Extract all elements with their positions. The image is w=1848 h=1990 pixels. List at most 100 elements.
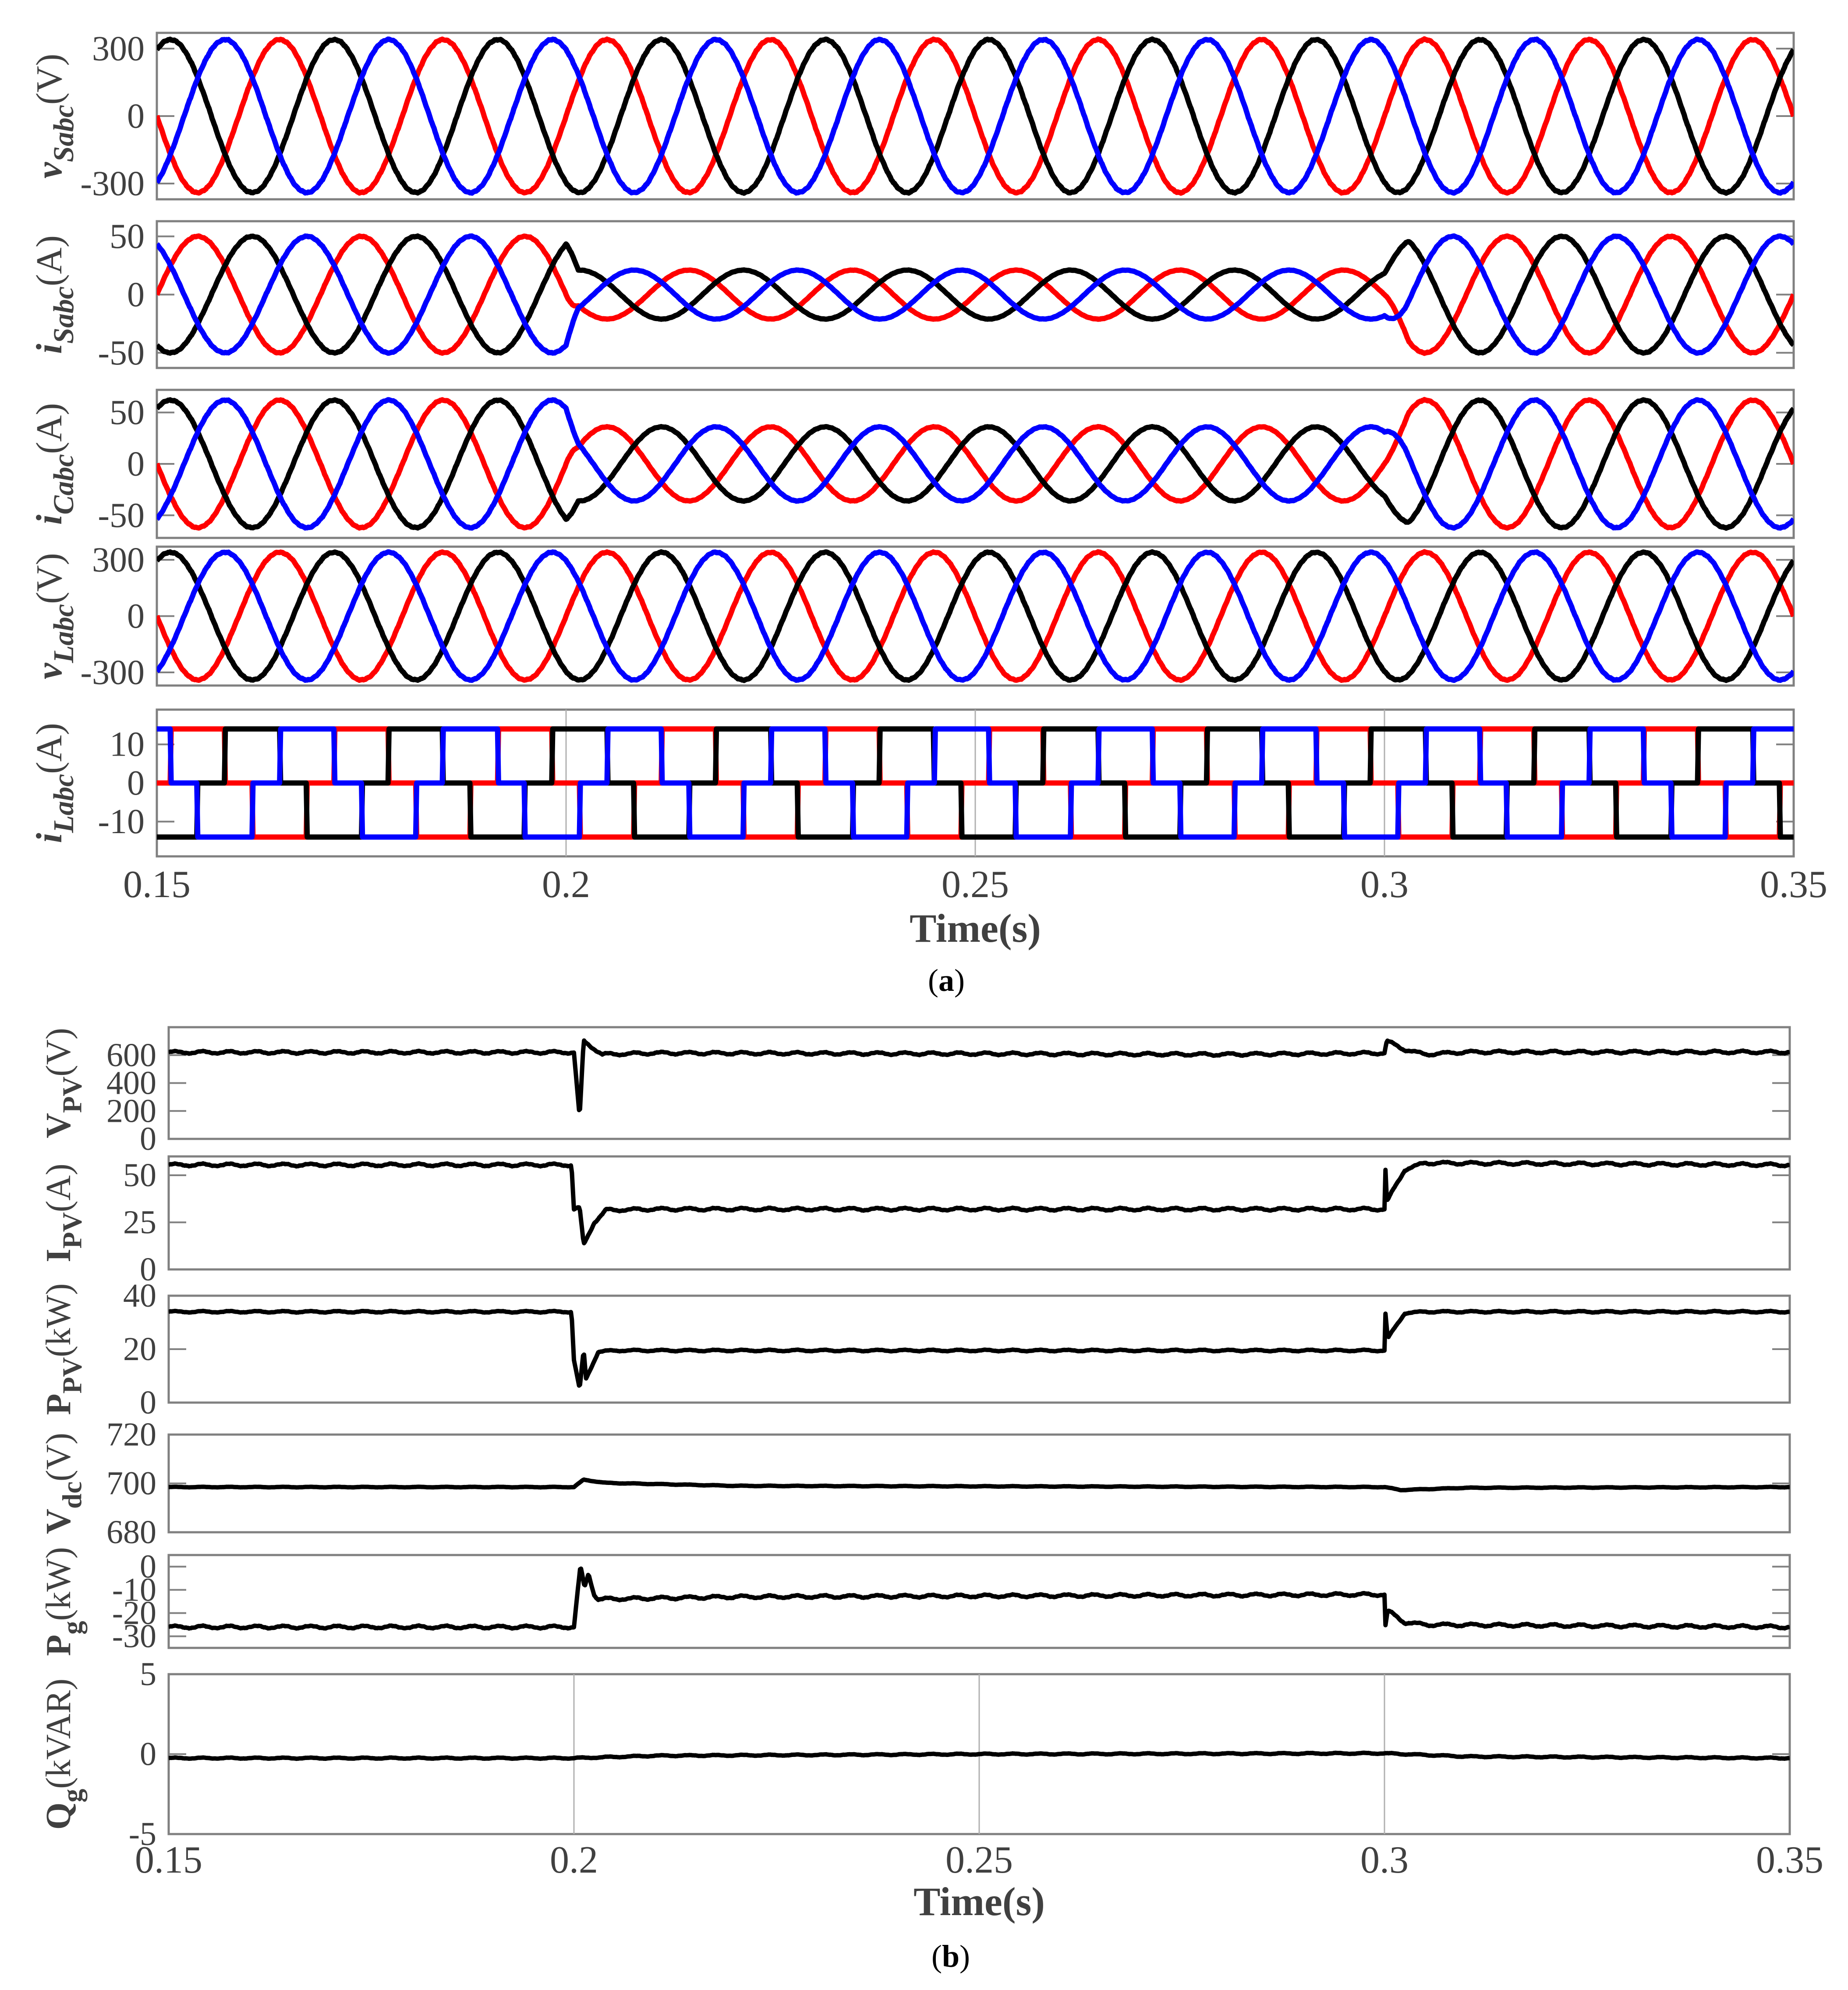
y-tick-label: -5	[129, 1816, 156, 1852]
y-tick-label: 0	[127, 764, 145, 802]
series-phase-c	[157, 726, 1794, 840]
y-tick-label: 0	[127, 597, 145, 636]
series-q-g	[169, 1750, 1790, 1761]
series-p-pv	[169, 1308, 1790, 1388]
series-v-dc	[169, 1477, 1790, 1492]
y-axis-label: PPV(kW)	[39, 1283, 88, 1415]
y-tick-label: -10	[98, 802, 145, 841]
series-i-pv	[169, 1159, 1790, 1246]
series-phase-a	[157, 726, 1794, 840]
y-axis-label: Vdc(V)	[39, 1433, 88, 1534]
part-b-x-axis: 0.15 0.2 0.25 0.3 0.35 Time(s) (b)	[135, 1839, 1823, 1974]
series-phase-b	[157, 549, 1794, 683]
y-axis-label: Pg(kW)	[39, 1547, 88, 1656]
series-phase-b	[157, 397, 1794, 531]
y-tick-label: -300	[80, 164, 145, 203]
part-b-xtick: 0.3	[1360, 1839, 1409, 1881]
y-tick-label: -10	[112, 1572, 156, 1608]
y-tick-label: 400	[106, 1065, 156, 1102]
y-tick-label: 50	[110, 217, 145, 256]
part-b-xtick: 0.2	[550, 1839, 598, 1881]
axes-box	[167, 1155, 1791, 1271]
axes-box	[167, 1026, 1791, 1140]
series-phase-a	[157, 549, 1794, 683]
y-tick-label: 200	[106, 1092, 156, 1129]
axes-box	[167, 1554, 1791, 1649]
subplot-Vdc: 720 700 680 Vdc(V)	[39, 1416, 1791, 1551]
y-tick-label: 0	[140, 1736, 156, 1773]
series-phase-a	[157, 397, 1794, 531]
y-axis-label: iLabc(A)	[29, 723, 80, 843]
y-tick-label: 0	[140, 1120, 156, 1157]
y-axis-label: VPV(V)	[39, 1028, 88, 1138]
y-tick-label: 0	[140, 1251, 156, 1288]
series-v-pv	[169, 1038, 1790, 1113]
y-tick-label: -20	[112, 1595, 156, 1632]
series-phase-a	[157, 36, 1794, 196]
part-b-caption: (b)	[931, 1939, 970, 1974]
y-axis-label: iCabc(A)	[29, 403, 80, 525]
y-tick-label: 40	[123, 1277, 156, 1314]
part-b-xlabel: Time(s)	[913, 1879, 1045, 1924]
y-tick-label: 720	[106, 1416, 156, 1453]
part-a-xtick: 0.35	[1760, 863, 1827, 906]
series-p-g	[169, 1566, 1790, 1631]
part-b-xtick: 0.15	[135, 1839, 202, 1881]
y-tick-label: 50	[110, 393, 145, 432]
series-phase-b	[157, 726, 1794, 840]
subplot-stack: 3000-300vSabc(V)500-50iSabc(A)500-50iCab…	[29, 29, 1795, 1852]
series-phase-b	[157, 233, 1794, 356]
part-a-x-axis: 0.15 0.2 0.25 0.3 0.35 Time(s) (a)	[123, 863, 1827, 998]
part-b-xtick: 0.25	[945, 1839, 1013, 1881]
part-a-xtick: 0.3	[1360, 863, 1409, 906]
subplot-Pg: 0-10-20-30 Pg(kW)	[39, 1547, 1791, 1656]
subplot-PPV: 40 20 0 PPV(kW)	[39, 1277, 1791, 1421]
y-tick-label: 20	[123, 1331, 156, 1368]
series-phase-c	[157, 233, 1794, 356]
y-tick-label: 0	[140, 1384, 156, 1421]
y-axis-label: Qg(kVAR)	[39, 1679, 88, 1830]
subplot-IPV: 50 25 0 IPV(A)	[39, 1155, 1791, 1288]
y-tick-label: -30	[112, 1618, 156, 1655]
subplot-Qg: 5 0 -5 Qg(kVAR)	[39, 1656, 1791, 1852]
part-b-xtick: 0.35	[1756, 1839, 1823, 1881]
part-a-xtick: 0.2	[542, 863, 590, 906]
y-axis-label: iSabc(A)	[29, 235, 80, 354]
y-tick-label: 600	[106, 1037, 156, 1074]
y-tick-label: -50	[98, 496, 145, 535]
series-phase-b	[157, 36, 1794, 196]
y-tick-label: 700	[106, 1465, 156, 1502]
series-phase-a	[157, 233, 1794, 356]
y-tick-label: 25	[123, 1204, 156, 1241]
y-tick-label: 0	[127, 276, 145, 314]
subplot-iLabc: 100-10 iLabc(A)	[29, 708, 1795, 858]
y-tick-label: -300	[80, 653, 145, 692]
y-tick-label: 0	[127, 97, 145, 135]
y-tick-label: 300	[92, 541, 145, 579]
y-tick-label: 680	[106, 1514, 156, 1551]
subplot-iCabc: 50 0 -50 iCabc(A)	[29, 389, 1795, 539]
y-tick-label: 0	[140, 1548, 156, 1585]
y-tick-label: 50	[123, 1157, 156, 1194]
y-axis-label: vSabc(V)	[29, 54, 80, 179]
y-tick-label: 10	[110, 725, 145, 764]
subplot-iSabc: 50 0 -50 iSabc(A)	[29, 217, 1795, 372]
y-tick-label: 5	[140, 1656, 156, 1693]
series-phase-c	[157, 549, 1794, 683]
y-tick-label: 300	[92, 29, 145, 68]
y-tick-label: -50	[98, 334, 145, 372]
part-a-xtick: 0.15	[123, 863, 191, 906]
part-a-caption: (a)	[928, 963, 965, 998]
axes-box	[167, 1433, 1791, 1534]
part-a-xtick: 0.25	[942, 863, 1009, 906]
y-tick-label: 0	[127, 445, 145, 483]
y-axis-label: vLabc(V)	[29, 553, 80, 679]
part-a-xlabel: Time(s)	[910, 906, 1041, 951]
series-phase-c	[157, 36, 1794, 196]
y-axis-label: IPV(A)	[39, 1163, 88, 1262]
series-phase-c	[157, 397, 1794, 531]
